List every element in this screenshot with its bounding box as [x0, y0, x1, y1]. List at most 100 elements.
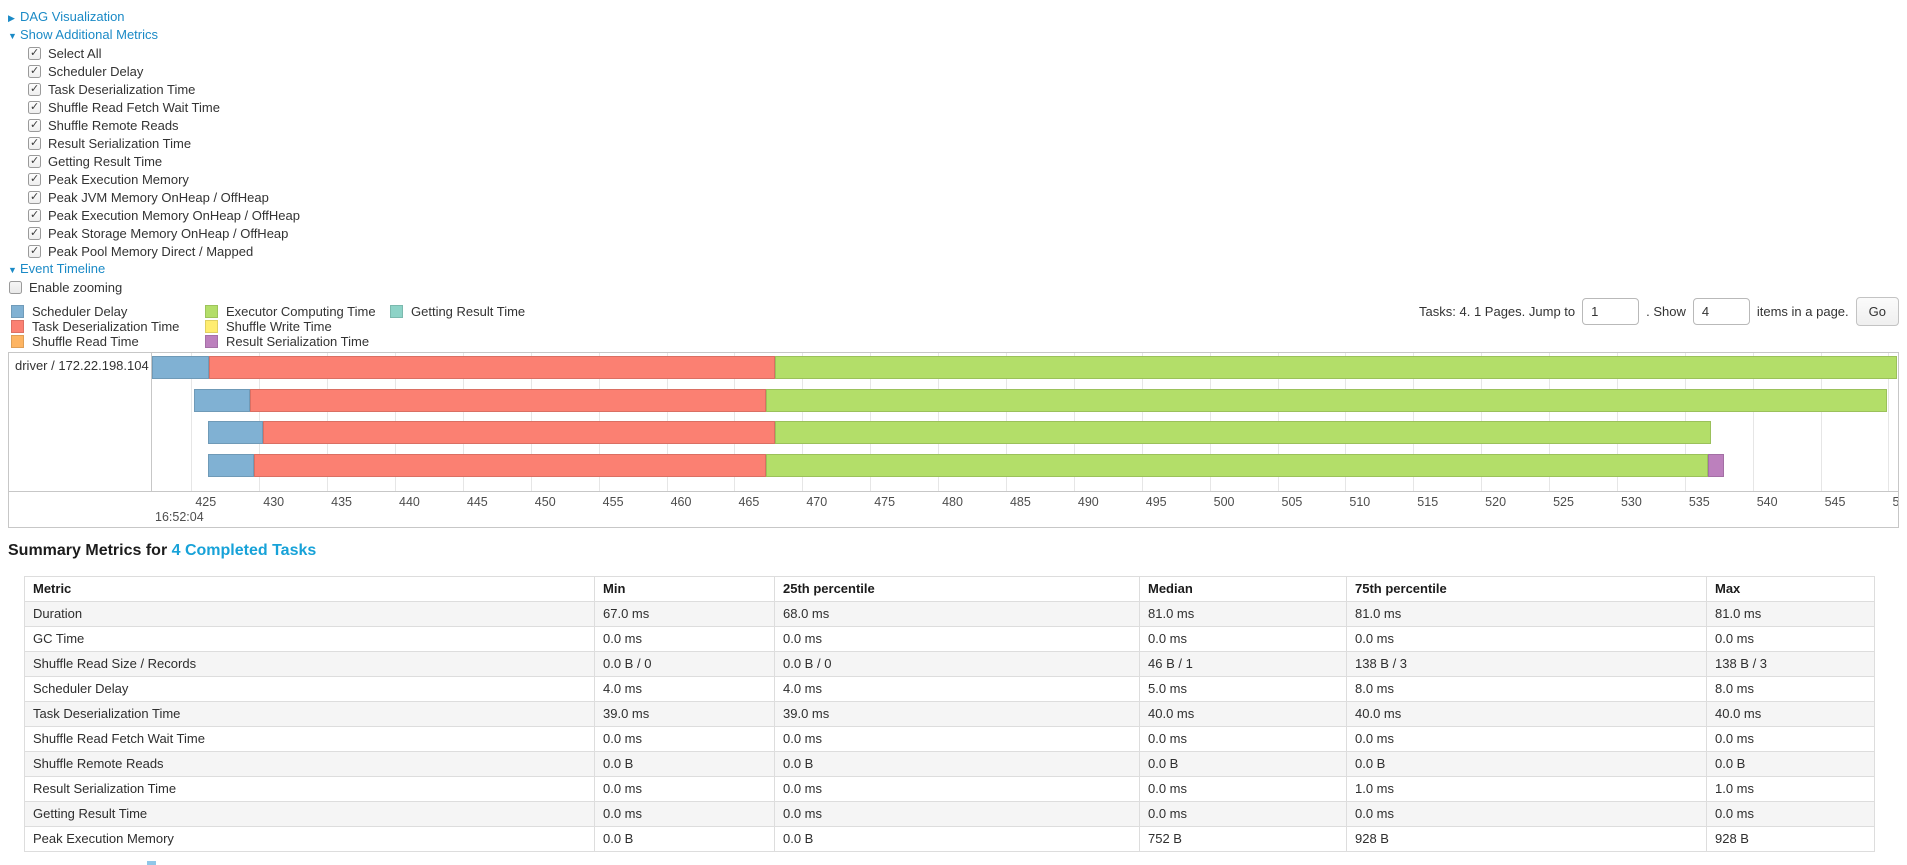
- metric-checkbox-row: Peak Execution Memory: [8, 170, 300, 188]
- legend-item-getting-result-time: Getting Result Time: [390, 304, 525, 319]
- metric-checkbox[interactable]: [28, 136, 41, 150]
- axis-tick-label: 470: [806, 495, 828, 509]
- task-segment-task-deserialization-time[interactable]: [209, 356, 776, 379]
- axis-major-label: 16:52:04: [155, 510, 204, 524]
- metric-checkbox[interactable]: [28, 118, 41, 132]
- metric-value-cell: 0.0 ms: [1346, 801, 1707, 827]
- task-segment-scheduler-delay[interactable]: [152, 356, 210, 379]
- legend-column: Getting Result Time: [390, 304, 525, 319]
- enable-zooming-checkbox[interactable]: [9, 280, 22, 294]
- task-segment-scheduler-delay[interactable]: [207, 421, 264, 444]
- axis-tick-label: 425: [195, 495, 217, 509]
- metric-value-cell: 39.0 ms: [594, 701, 775, 727]
- stage-controls: ▶ DAG Visualization ▼ Show Additional Metr…: [8, 8, 300, 296]
- event-timeline-chart: driver / 172.22.198.104 16:52:04 425 430 4…: [8, 352, 1899, 528]
- metric-value-cell: 68.0 ms: [774, 601, 1140, 627]
- metric-value-cell: 0.0 ms: [1139, 801, 1347, 827]
- show-additional-metrics-link[interactable]: Show Additional Metrics: [20, 27, 159, 42]
- metric-value-cell: 0.0 ms: [594, 726, 775, 752]
- metric-checkbox[interactable]: [28, 154, 41, 168]
- metric-value-cell: 81.0 ms: [1346, 601, 1707, 627]
- table-row: Scheduler Delay 4.0 ms 4.0 ms 5.0 ms 8.0 ms 8…: [24, 676, 1875, 702]
- task-segment-scheduler-delay[interactable]: [194, 389, 250, 412]
- task-segment-task-deserialization-time[interactable]: [263, 421, 776, 444]
- task-bar: [152, 421, 1898, 444]
- metric-value-cell: 0.0 ms: [594, 776, 775, 802]
- timeline-header: Scheduler Delay Task Deserialization Time…: [8, 297, 1899, 352]
- task-segment-executor-computing-time[interactable]: [775, 356, 1897, 379]
- metric-value-cell: 0.0 ms: [1706, 801, 1875, 827]
- go-button[interactable]: Go: [1855, 297, 1899, 326]
- task-segment-result-serialization-time[interactable]: [1707, 454, 1725, 477]
- metric-checkbox-row: Peak JVM Memory OnHeap / OffHeap: [8, 188, 300, 206]
- timeline-group-label-column: driver / 172.22.198.104: [9, 353, 152, 492]
- metric-value-cell: 0.0 B / 0: [774, 651, 1140, 677]
- completed-tasks-link[interactable]: 4 Completed Tasks: [171, 542, 317, 559]
- task-segment-executor-computing-time[interactable]: [775, 421, 1711, 444]
- metric-checkbox[interactable]: [28, 226, 41, 240]
- metric-checkbox-label: Result Serialization Time: [48, 135, 192, 151]
- task-segment-task-deserialization-time[interactable]: [249, 389, 766, 412]
- summary-metrics-table: Metric Min 25th percentile Median 75th perce…: [24, 576, 1875, 852]
- metric-value-cell: 67.0 ms: [594, 601, 775, 627]
- metric-value-cell: 0.0 ms: [1139, 776, 1347, 802]
- table-row: Shuffle Read Fetch Wait Time 0.0 ms 0.0 ms…: [24, 726, 1875, 752]
- metrics-checkbox-list: Select All Scheduler Delay Task Deserializ…: [8, 44, 300, 260]
- table-row: Shuffle Read Size / Records 0.0 B / 0 0.0 …: [24, 651, 1875, 677]
- metric-checkbox[interactable]: [28, 190, 41, 204]
- task-pagination: Tasks: 4. 1 Pages. Jump to . Show items …: [1419, 297, 1899, 326]
- axis-gridline: [1888, 353, 1890, 491]
- dag-visualization-toggle[interactable]: ▶ DAG Visualization: [8, 8, 300, 26]
- metric-value-cell: 4.0 ms: [774, 676, 1140, 702]
- expanded-arrow-icon: ▼: [8, 265, 17, 275]
- metric-value-cell: 0.0 B: [594, 751, 775, 777]
- table-header-cell: Min: [594, 576, 775, 602]
- items-per-page-input[interactable]: [1692, 298, 1750, 325]
- task-segment-task-deserialization-time[interactable]: [253, 454, 766, 477]
- jump-to-page-input[interactable]: [1582, 298, 1640, 325]
- metric-value-cell: 0.0 B: [774, 826, 1140, 852]
- metric-checkbox[interactable]: [28, 46, 41, 60]
- metric-value-cell: 928 B: [1706, 826, 1875, 852]
- metric-value-cell: 0.0 ms: [1706, 626, 1875, 652]
- axis-tick-label: 495: [1145, 495, 1167, 509]
- event-timeline-link[interactable]: Event Timeline: [20, 261, 106, 276]
- axis-tick-label: 535: [1688, 495, 1710, 509]
- metric-checkbox-label: Peak JVM Memory OnHeap / OffHeap: [48, 189, 269, 205]
- metric-value-cell: 0.0 ms: [594, 801, 775, 827]
- axis-tick-label: 540: [1756, 495, 1778, 509]
- metric-value-cell: 0.0 ms: [774, 626, 1140, 652]
- task-segment-executor-computing-time[interactable]: [765, 389, 1888, 412]
- metric-checkbox-row: Getting Result Time: [8, 152, 300, 170]
- metric-value-cell: 40.0 ms: [1706, 701, 1875, 727]
- metric-checkbox[interactable]: [28, 64, 41, 78]
- metric-checkbox[interactable]: [28, 82, 41, 96]
- task-segment-scheduler-delay[interactable]: [207, 454, 254, 477]
- task-segment-executor-computing-time[interactable]: [765, 454, 1708, 477]
- axis-tick-label: 475: [874, 495, 896, 509]
- axis-tick-label: 505: [1281, 495, 1303, 509]
- show-additional-metrics-toggle[interactable]: ▼ Show Additional Metrics: [8, 26, 300, 44]
- axis-tick-label: 530: [1620, 495, 1642, 509]
- legend-label: Executor Computing Time: [226, 304, 376, 319]
- legend-label: Scheduler Delay: [32, 304, 128, 319]
- metric-checkbox[interactable]: [28, 208, 41, 222]
- metric-checkbox-label: Peak Storage Memory OnHeap / OffHeap: [48, 225, 289, 241]
- executor-group-label: driver / 172.22.198.104: [15, 358, 149, 373]
- metric-value-cell: 81.0 ms: [1139, 601, 1347, 627]
- metric-checkbox[interactable]: [28, 100, 41, 114]
- metric-checkbox[interactable]: [28, 244, 41, 258]
- table-row: GC Time 0.0 ms 0.0 ms 0.0 ms 0.0 ms 0.0 ms: [24, 626, 1875, 652]
- metric-value-cell: 0.0 B: [1346, 751, 1707, 777]
- dag-visualization-link[interactable]: DAG Visualization: [20, 9, 125, 24]
- axis-tick-label: 440: [399, 495, 420, 509]
- metric-value-cell: 0.0 B: [1706, 751, 1875, 777]
- table-header-row: Metric Min 25th percentile Median 75th perce…: [24, 576, 1875, 602]
- shuffle-read-time-swatch: [11, 335, 24, 348]
- metric-name-cell: Duration: [24, 601, 595, 627]
- event-timeline-toggle[interactable]: ▼ Event Timeline: [8, 260, 300, 278]
- metric-checkbox[interactable]: [28, 172, 41, 186]
- pagination-suffix-text: items in a page.: [1756, 304, 1849, 319]
- table-header-cell: Metric: [24, 576, 595, 602]
- metric-value-cell: 138 B / 3: [1346, 651, 1707, 677]
